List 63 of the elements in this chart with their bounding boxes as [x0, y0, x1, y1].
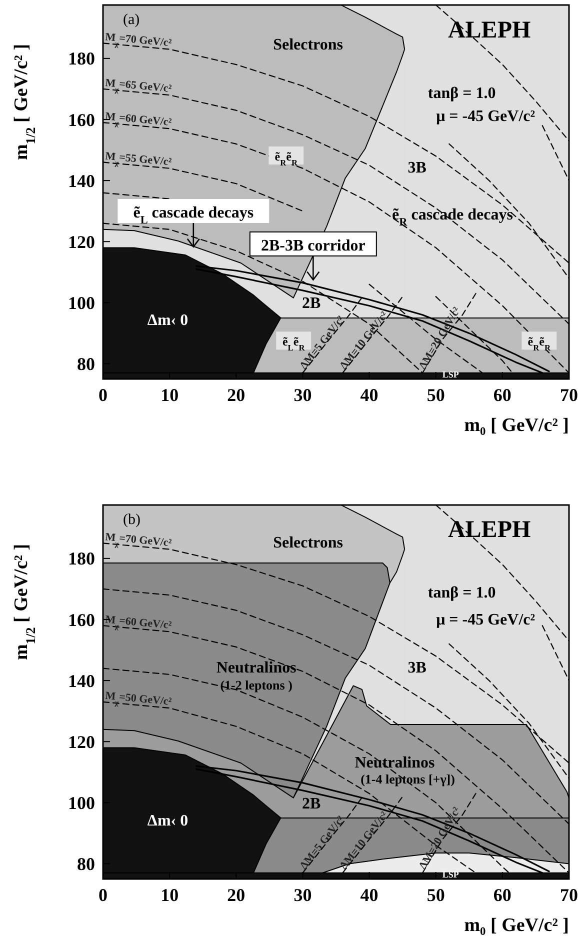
- x-tick-label: 70: [560, 885, 578, 905]
- annotation: Δm‹ 0: [147, 312, 188, 329]
- y-tick-label: 80: [77, 354, 95, 374]
- x-tick-label: 50: [426, 885, 445, 905]
- y-tick-label: 100: [68, 792, 95, 813]
- annotation: (1-4 leptons [+γ]): [360, 771, 455, 786]
- x-axis-title: m₀ [ GeV/c² ]: [464, 415, 569, 436]
- annotation: ALEPH: [448, 516, 531, 543]
- annotation: ẽ$_{R}$ẽ$_{R}$: [274, 149, 298, 167]
- x-tick-label: 0: [98, 885, 108, 905]
- y-tick-label: 100: [68, 292, 95, 313]
- x-tick-label: 10: [160, 385, 179, 405]
- y-tick-label: 140: [68, 670, 95, 691]
- annotation: Selectrons: [273, 534, 343, 552]
- annotation: 2B: [302, 796, 321, 813]
- annotation: ẽ$_{R}$ cascade decays: [392, 206, 513, 228]
- y-tick-label: 80: [77, 854, 95, 874]
- x-tick-label: 50: [426, 385, 445, 405]
- annotation: 3B: [408, 160, 427, 177]
- annotation: (1-2 leptons ): [220, 677, 292, 692]
- annotation: tanβ = 1.0: [428, 85, 496, 102]
- text: M$_{χ}$=60 GeV/c²: [104, 110, 173, 129]
- x-tick-label: 40: [360, 385, 378, 405]
- annotation: ALEPH: [448, 18, 531, 44]
- annotation: Neutralinos: [354, 754, 435, 772]
- text: M$_{χ}$=70 GeV/c²: [104, 531, 173, 550]
- y-tick-label: 160: [68, 110, 95, 130]
- annotation: 2B: [302, 294, 321, 312]
- text: M$_{χ}$=65 GeV/c²: [104, 76, 173, 96]
- x-tick-label: 20: [227, 885, 246, 905]
- annotation: Neutralinos: [216, 660, 296, 677]
- x-tick-label: 20: [227, 385, 246, 405]
- annotation: 2B-3B corridor: [260, 237, 366, 254]
- y-tick-label: 180: [68, 548, 95, 569]
- x-tick-label: 10: [160, 885, 179, 905]
- y-tick-label: 180: [68, 48, 95, 69]
- y-tick-label: 140: [68, 170, 95, 191]
- annotation: (a): [123, 12, 140, 28]
- y-tick-label: 160: [68, 610, 95, 630]
- text: M$_{χ}$=50 GeV/c²: [104, 690, 173, 708]
- x-tick-label: 60: [493, 385, 512, 405]
- x-tick-label: 60: [493, 885, 512, 905]
- annotation: μ = -45 GeV/c²: [436, 611, 536, 628]
- x-tick-label: 30: [294, 885, 312, 905]
- annotation: ẽ$_{R}$ẽ$_{R}$: [528, 334, 552, 352]
- annotation: LSP: [442, 370, 460, 380]
- text: M$_{χ}$=70 GeV/c²: [104, 31, 173, 50]
- x-tick-label: 0: [98, 385, 108, 405]
- annotation: 3B: [408, 660, 427, 677]
- x-tick-label: 40: [360, 885, 378, 905]
- annotation: ẽ$_{L}$ cascade decays: [133, 204, 254, 226]
- x-tick-label: 70: [560, 385, 578, 405]
- y-tick-label: 120: [68, 232, 95, 252]
- annotation: (b): [123, 512, 141, 528]
- annotation: LSP: [442, 870, 460, 880]
- annotation: μ = -45 GeV/c²: [436, 108, 536, 125]
- annotation: tanβ = 1.0: [428, 584, 496, 602]
- y-tick-label: 120: [68, 732, 95, 752]
- annotation: Δm‹ 0: [147, 812, 188, 830]
- x-axis-title: m₀ [ GeV/c² ]: [464, 915, 569, 936]
- x-tick-label: 30: [294, 385, 312, 405]
- text: M$_{χ}$=55 GeV/c²: [104, 150, 173, 168]
- annotation: Selectrons: [273, 36, 343, 54]
